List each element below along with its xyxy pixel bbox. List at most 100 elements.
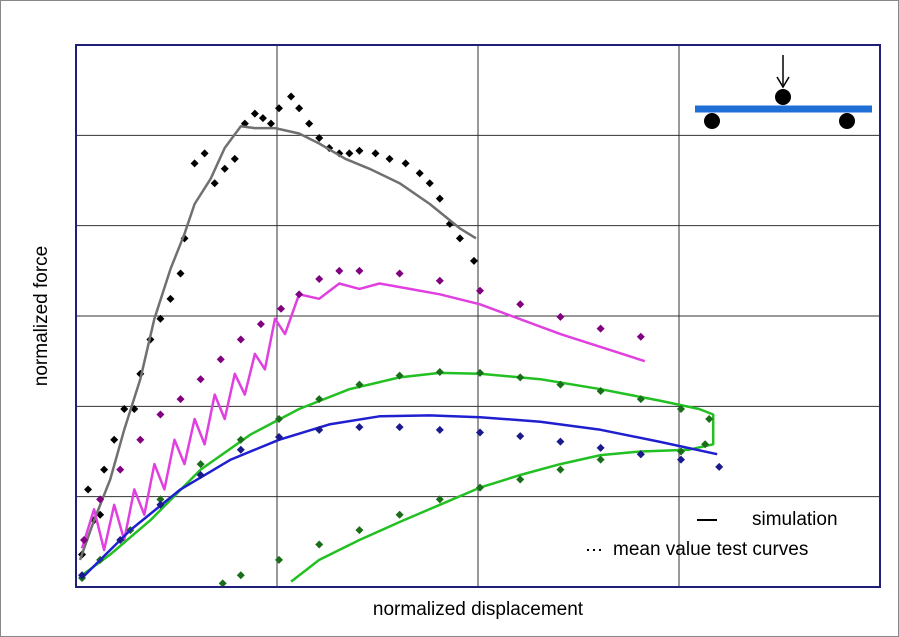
- test-point: [156, 495, 165, 504]
- test-point: [435, 194, 444, 203]
- x-axis-label: normalized displacement: [373, 599, 584, 620]
- test-point: [435, 368, 444, 377]
- test-point: [636, 395, 645, 404]
- test-point: [677, 447, 686, 456]
- test-point: [516, 475, 525, 484]
- test-point: [78, 571, 87, 580]
- test-point: [596, 324, 605, 333]
- legend: simulation mean value test curves: [587, 509, 838, 560]
- test-point: [516, 373, 525, 382]
- test-point: [556, 312, 565, 321]
- test-point: [275, 104, 284, 113]
- simulation-line: [81, 414, 718, 579]
- test-point: [236, 335, 245, 344]
- test-point: [636, 332, 645, 341]
- test-point: [116, 465, 125, 474]
- test-point: [136, 435, 145, 444]
- test-point: [275, 555, 284, 564]
- test-point: [556, 437, 565, 446]
- test-point: [335, 266, 344, 275]
- test-point: [96, 495, 105, 504]
- test-point: [305, 119, 314, 128]
- test-point: [385, 154, 394, 163]
- test-point: [345, 149, 354, 158]
- test-point: [371, 149, 380, 158]
- test-point: [176, 269, 185, 278]
- test-point: [596, 455, 605, 464]
- legend-label: simulation: [752, 509, 838, 530]
- test-point: [556, 380, 565, 389]
- test-point: [355, 146, 364, 155]
- test-point: [196, 375, 205, 384]
- test-point: [596, 386, 605, 395]
- test-point: [216, 355, 225, 364]
- test-point: [230, 154, 239, 163]
- test-point: [435, 425, 444, 434]
- test-point: [415, 169, 424, 178]
- y-axis-label: normalized force: [31, 246, 52, 386]
- test-point: [156, 314, 165, 323]
- test-point: [315, 395, 324, 404]
- simulation-line: [80, 282, 646, 552]
- test-point: [315, 540, 324, 549]
- test-point: [395, 423, 404, 432]
- test-point: [395, 371, 404, 380]
- test-point: [469, 256, 478, 265]
- test-point: [355, 380, 364, 389]
- test-point: [166, 294, 175, 303]
- test-point: [476, 483, 485, 492]
- test-point: [100, 465, 109, 474]
- test-point: [210, 179, 219, 188]
- test-point: [677, 455, 686, 464]
- test-point: [636, 450, 645, 459]
- test-point: [425, 179, 434, 188]
- test-point: [315, 134, 324, 143]
- test-point: [476, 368, 485, 377]
- test-point: [476, 286, 485, 295]
- legend-label: mean value test curves: [613, 539, 808, 560]
- test-point: [110, 435, 119, 444]
- support: [704, 113, 720, 129]
- simulation-line: [81, 371, 715, 583]
- test-point: [256, 320, 265, 329]
- test-point: [275, 433, 284, 442]
- test-point: [84, 485, 93, 494]
- test-point: [80, 536, 89, 545]
- beam-icon: [695, 55, 872, 129]
- test-point: [196, 460, 205, 469]
- test-point: [176, 395, 185, 404]
- test-point: [701, 440, 710, 449]
- test-point: [156, 500, 165, 509]
- test-point: [315, 425, 324, 434]
- test-point: [120, 405, 129, 414]
- test-point: [596, 443, 605, 452]
- test-point: [116, 536, 125, 545]
- test-point: [156, 410, 165, 419]
- test-point: [455, 234, 464, 243]
- test-point: [258, 114, 267, 123]
- simulation-line: [78, 125, 477, 561]
- test-point: [295, 104, 304, 113]
- test-point: [236, 571, 245, 580]
- test-point: [401, 159, 410, 168]
- test-point: [275, 414, 284, 423]
- test-point: [220, 164, 229, 173]
- test-point: [715, 462, 724, 471]
- test-point: [236, 435, 245, 444]
- test-point: [556, 465, 565, 474]
- test-point: [277, 304, 286, 313]
- test-point: [355, 526, 364, 535]
- test-point: [476, 428, 485, 437]
- test-point: [196, 470, 205, 479]
- test-point: [315, 274, 324, 283]
- test-point: [516, 300, 525, 309]
- load-pin: [775, 89, 791, 105]
- test-point: [200, 149, 209, 158]
- load-arrow-head: [776, 76, 790, 89]
- test-point: [355, 266, 364, 275]
- test-point: [250, 109, 259, 118]
- test-point: [705, 414, 714, 423]
- series-layer: [78, 92, 724, 588]
